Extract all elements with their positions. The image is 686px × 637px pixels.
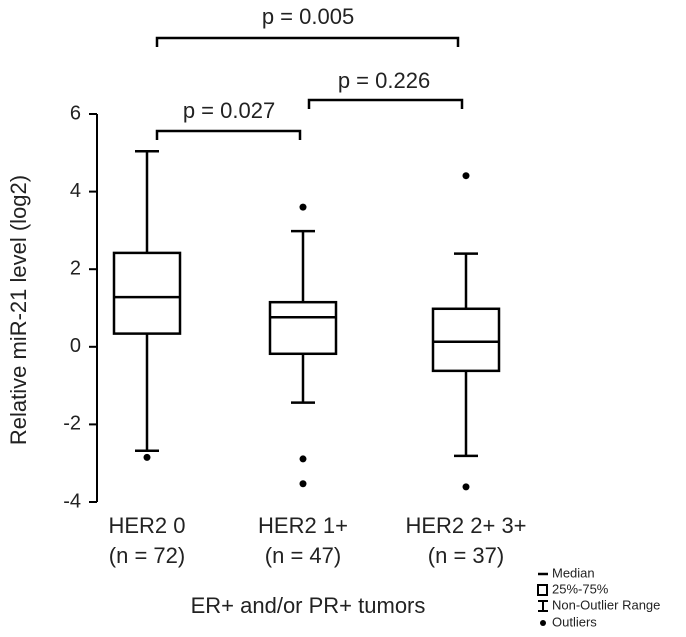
x-tick-label: HER2 0 [108, 513, 185, 538]
outlier [462, 483, 470, 491]
legend-icon [538, 600, 548, 612]
x-tick-sublabel: (n = 72) [109, 543, 185, 568]
y-tick-label: -2 [63, 413, 81, 435]
x-tick-sublabel: (n = 47) [265, 543, 341, 568]
legend-icon [537, 584, 548, 596]
annotation: p = 0.027 [183, 98, 275, 123]
x-tick-label: HER2 2+ 3+ [405, 513, 526, 538]
outlier [299, 203, 307, 211]
x-tick-sublabel: (n = 37) [428, 543, 504, 568]
legend-icon [540, 620, 546, 626]
y-tick-label: 6 [70, 102, 81, 124]
y-tick-label: 4 [70, 180, 81, 202]
y-tick-label: 2 [70, 257, 81, 279]
y-tick-label: -4 [63, 490, 81, 512]
y-axis-label: Relative miR-21 level (log2) [6, 175, 31, 445]
x-tick-label: HER2 1+ [258, 513, 348, 538]
legend-label: Non-Outlier Range [552, 597, 660, 612]
box [431, 307, 501, 373]
bracket [155, 36, 460, 47]
bracket [155, 129, 302, 140]
outlier [299, 455, 307, 463]
legend: Median 25%-75% Non-Outlier Range Outlier… [537, 565, 660, 629]
box [268, 300, 338, 356]
annotation: p = 0.005 [262, 4, 354, 29]
x-axis-label: ER+ and/or PR+ tumors [191, 593, 426, 618]
annotation: p = 0.226 [338, 68, 430, 93]
outlier [143, 453, 151, 461]
legend-label: 25%-75% [552, 581, 609, 596]
legend-label: Median [552, 565, 595, 580]
bracket [307, 98, 464, 109]
outlier [462, 172, 470, 180]
legend-label: Outliers [552, 614, 597, 629]
outlier [299, 480, 307, 488]
y-tick-label: 0 [70, 335, 81, 357]
box [112, 251, 182, 335]
